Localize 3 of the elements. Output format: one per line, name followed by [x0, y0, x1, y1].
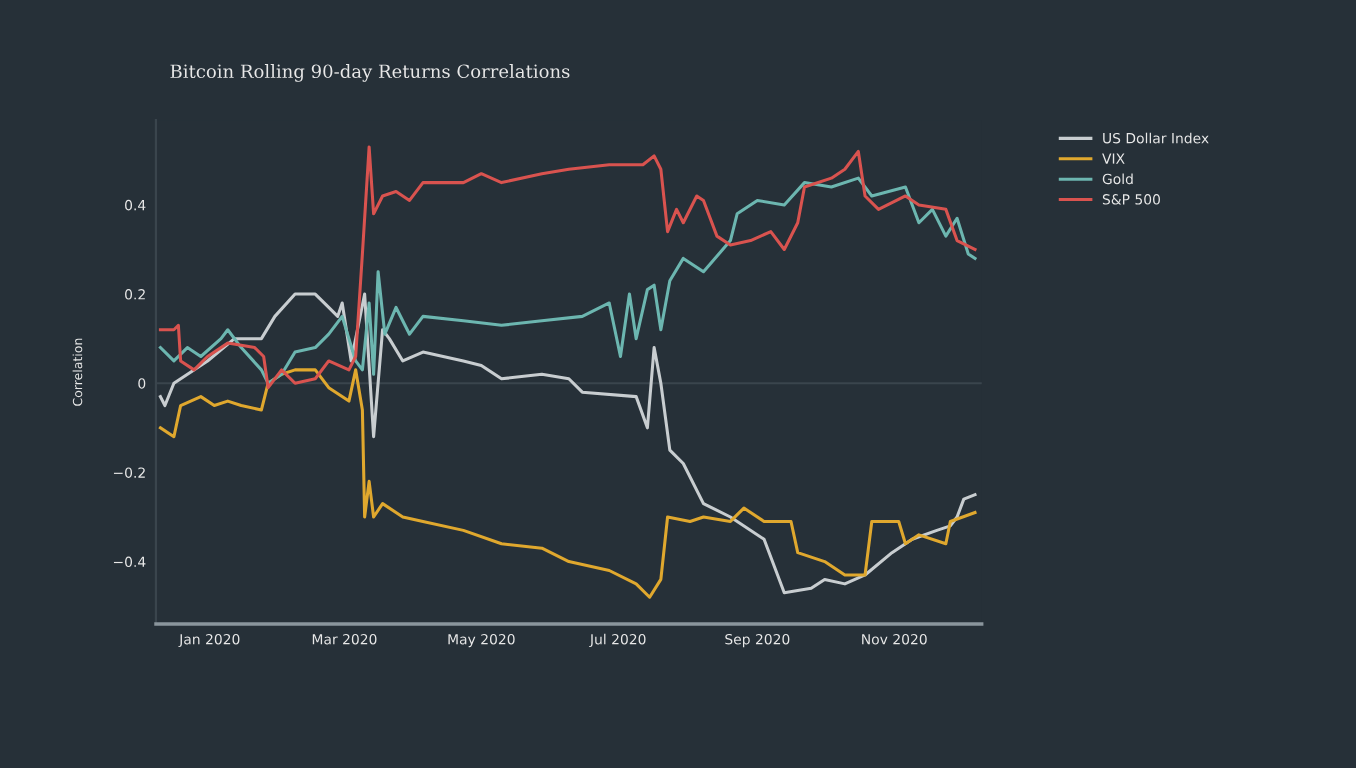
chart-title: Bitcoin Rolling 90-day Returns Correlations [170, 64, 570, 82]
line-series [158, 292, 977, 595]
line-series [158, 368, 977, 599]
